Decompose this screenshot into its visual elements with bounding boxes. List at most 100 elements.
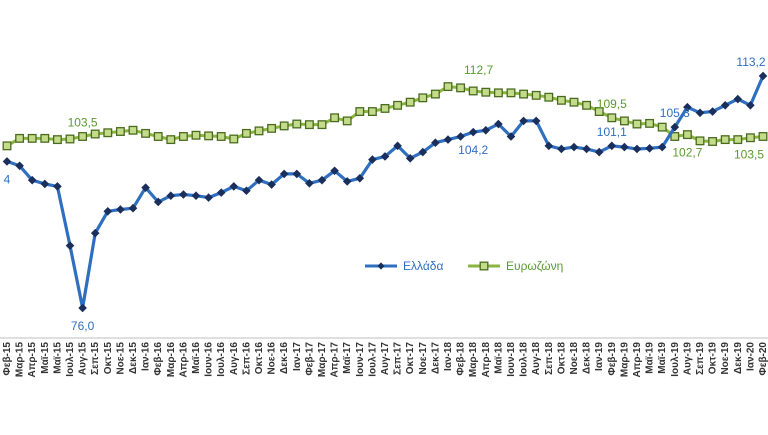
data-point-eurozone [65,134,75,144]
data-point-greece [657,142,667,152]
data-point-eurozone [544,92,554,102]
data-point-greece [443,135,453,144]
data-point-eurozone [2,141,12,151]
legend-label: Ευρωζώνη [506,259,563,273]
x-tick-label: Ιαν-16 [141,342,152,371]
data-point-greece [393,141,402,151]
data-point-eurozone [607,113,617,123]
data-point-greece [607,141,617,151]
data-point-eurozone [90,129,100,139]
x-tick-label: Δεκ-17 [430,342,441,374]
x-tick-label: Μαϊ-18 [493,342,504,374]
data-label-eurozone: 103,5 [68,115,98,129]
x-tick-label: Σεπ-17 [393,342,404,375]
data-point-greece [620,142,629,152]
x-tick-label: Ιουν-18 [506,342,517,377]
x-tick-label: Φεβ-19 [607,342,618,376]
data-label-greece: 101,1 [597,125,627,139]
x-tick-label: Μαϊ-16 [191,342,202,374]
data-point-greece [683,102,692,112]
data-point-eurozone [418,93,428,103]
x-tick-label: Νοε-19 [720,342,731,375]
x-tick-label: Αυγ-15 [78,342,89,375]
x-tick-label: Φεβ-17 [304,342,315,376]
x-tick-label: Νοε-15 [115,342,126,375]
data-point-greece [166,191,176,201]
data-point-greece [481,125,491,135]
data-point-greece [368,155,377,164]
data-point-greece [632,144,642,154]
data-point-eurozone [456,83,466,93]
data-point-greece [179,190,188,199]
x-axis-tick-labels: Φεβ-15 Μαρ-15 Απρ-15 Μαϊ-15 Μαϊ-15 Ιουλ-15 Αυγ… [2,342,768,378]
data-label-eurozone: 109,5 [597,97,627,111]
x-tick-label: Οκτ-18 [556,342,567,375]
data-point-greece [758,71,768,81]
data-point-greece [216,188,226,197]
data-point-greece [456,132,465,141]
data-point-greece [519,116,528,126]
data-point-greece [254,175,264,185]
data-point-greece [582,144,591,154]
data-point-eurozone [153,132,163,141]
data-point-greece [733,94,743,104]
data-point-eurozone [342,116,352,126]
data-point-eurozone [267,123,277,133]
data-point-greece [380,152,390,161]
data-point-eurozone [657,122,667,132]
data-point-eurozone [682,130,692,140]
legend-marker-diamond [377,262,385,270]
data-point-eurozone [178,132,188,141]
x-tick-label: Αυγ-18 [531,342,542,375]
x-tick-label: Φεβ-20 [758,342,768,376]
data-labels-layer: 4 76,0 104,2 101,1 105,3 113,2 103,5 112,7 109,5… [4,55,766,333]
x-tick-label: Μαρ-18 [468,342,479,378]
data-point-eurozone [695,136,705,146]
data-point-eurozone [204,131,214,141]
x-tick-label: Μαϊ-19 [645,342,656,374]
x-tick-label: Απρ-18 [481,342,492,378]
data-point-eurozone [493,88,503,98]
data-label-greece: 113,2 [736,55,765,69]
data-label-eurozone: 103,5 [734,147,764,161]
data-point-eurozone [241,128,251,138]
x-tick-label: Ιουλ-17 [367,342,378,377]
x-tick-label: Αυγ-19 [682,342,693,375]
data-point-eurozone [531,90,541,100]
legend-label: Ελλάδα [403,259,443,273]
data-point-eurozone [430,89,440,99]
data-point-greece [78,303,87,313]
x-tick-label: Αυγ-16 [229,342,240,375]
data-point-eurozone [141,128,151,138]
data-point-eurozone [78,132,88,141]
data-point-eurozone [632,119,642,129]
data-point-eurozone [619,116,629,126]
x-tick-label: Σεπ-18 [544,342,555,375]
x-tick-label: Νοε-16 [267,342,278,375]
data-point-eurozone [330,113,340,123]
x-tick-label: Ιουν-16 [204,342,215,377]
data-point-eurozone [556,95,566,105]
data-point-eurozone [115,127,125,136]
data-point-greece [90,228,100,238]
x-tick-label: Απρ-17 [330,342,341,378]
data-point-eurozone [317,120,327,130]
x-tick-label: Δεκ-18 [582,342,593,374]
data-point-eurozone [52,135,62,145]
data-point-greece [53,182,62,191]
x-tick-label: Σεπ-16 [241,342,252,375]
data-point-greece [15,161,24,171]
data-point-greece [506,132,516,141]
x-tick-label: Δεκ-16 [279,342,290,374]
data-point-eurozone [380,103,390,113]
data-point-eurozone [569,97,579,107]
x-tick-label: Μαϊ-15 [40,342,51,374]
data-point-eurozone [292,119,302,129]
x-tick-label: Ιαν-17 [292,342,303,371]
x-tick-label: Μαρ-19 [619,342,630,378]
data-label-greece: 76,0 [71,319,95,333]
data-point-greece [645,144,654,153]
data-point-greece [2,157,12,166]
data-point-greece [468,127,478,137]
